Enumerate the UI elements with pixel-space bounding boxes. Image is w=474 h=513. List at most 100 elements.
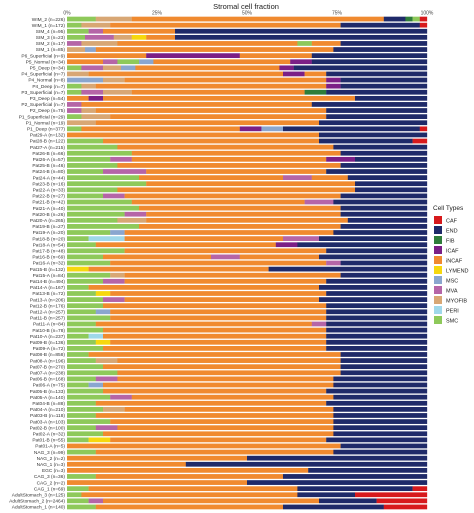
bar-segment-peri (88, 236, 125, 241)
bar-segment-mva (103, 297, 125, 302)
bar-segment-smc (67, 163, 118, 168)
bar-segment-mva (95, 376, 118, 382)
y-tick-label: Pat19-A (n=20) (33, 230, 66, 236)
bar-segment-msc (261, 126, 284, 132)
bar-segment-incaf (95, 504, 284, 510)
bar-segment-incaf (304, 71, 327, 77)
y-tick-label: AdultStomach_3 (n=125) (12, 492, 66, 498)
y-tick-label: Pat14-B (n=494) (30, 279, 66, 285)
y-tick-label: Pat03-B (n=118) (30, 413, 65, 419)
bar-segment-msc (110, 230, 125, 235)
bar-segment-incaf (110, 22, 341, 28)
bar-segment-end (333, 431, 428, 437)
y-tick-label: WIM_1 (n=172) (32, 23, 66, 29)
bar-segment-incaf (67, 455, 248, 461)
bar-segment-incaf (103, 333, 327, 339)
legend-label: FIB (446, 239, 455, 245)
bar-segment-mva (311, 321, 327, 327)
y-tick-label: Pat13-B (n=72) (32, 291, 65, 297)
bar-segment-end (326, 169, 428, 174)
bar-segment-end (333, 449, 428, 455)
bar-segment-end (319, 254, 428, 260)
bar-segment-incaf (110, 260, 327, 266)
legend-swatch-fib (434, 236, 442, 244)
bar-segment-caf (419, 126, 428, 132)
x-axis-ticks: 0% 25% 50% 75% 100% (63, 11, 434, 17)
y-tick-label: P1_Deep (n=377) (27, 127, 65, 133)
bar-segment-smc (67, 181, 147, 187)
bar-segment-end (333, 413, 428, 418)
bar-segment-incaf (67, 480, 248, 485)
bar-segment-end (340, 193, 428, 199)
bar-segment-myofib (81, 83, 96, 89)
y-tick-label: NAG_2 (n=2) (37, 456, 66, 462)
bar-segment-myofib (103, 77, 125, 83)
bar-segment-end (326, 315, 428, 321)
y-tick-label: Pat15-B (n=132) (30, 267, 66, 273)
bar-segment-end (326, 248, 428, 254)
bar-segment-incaf (131, 150, 341, 156)
y-tick-label: P4_Normal (n=8) (28, 78, 65, 84)
bar-segment-end (326, 346, 428, 351)
y-tick-label: Pat15-A (n=84) (33, 273, 66, 279)
bar-segment-end (333, 230, 428, 235)
bar-segment-end (297, 492, 356, 498)
bar-segment-end (283, 474, 428, 479)
y-tick-label: P2_Superficial (n=7) (21, 102, 65, 108)
bar-segment-smc (67, 285, 89, 290)
y-tick-label: Pat09-A (n=72) (33, 346, 66, 352)
bar-segment-incaf (311, 175, 348, 180)
bar-segment-mva (67, 108, 82, 113)
bar-segment-smc (67, 303, 104, 309)
bar-segment-fib (405, 16, 413, 22)
x-tick-label: 0% (63, 11, 71, 17)
y-tick-label: Pat07-A (n=238) (30, 370, 65, 376)
bar-segment-smc (67, 28, 89, 34)
bar-segment-mva (283, 236, 320, 241)
bar-segment-end (326, 291, 428, 296)
y-tick-label: Pat17-B (n=48) (32, 249, 65, 255)
bar-segment-incaf (131, 16, 384, 22)
bar-segment-incaf (88, 352, 341, 357)
bar-segment-incaf (103, 254, 212, 260)
y-tick-label: P1_Superficial (n=29) (19, 114, 66, 120)
bar-segment-end (333, 144, 428, 150)
bar-segment-smc (67, 242, 96, 248)
bar-segment-mva (88, 498, 104, 504)
bar-segment-incaf (117, 144, 334, 150)
bar-segment-incaf (88, 71, 284, 77)
bar-segment-end (340, 205, 428, 211)
bar-segment-caf (412, 486, 428, 492)
legend-swatch-incaf (434, 256, 442, 264)
bar-segment-end (340, 41, 428, 46)
bar-segment-incaf (131, 199, 305, 205)
bar-segment-end (319, 285, 428, 290)
bar-segment-smc (67, 138, 104, 144)
bar-segment-icaf (290, 59, 312, 65)
bar-segment-caf (412, 138, 428, 144)
bar-segment-smc (67, 34, 86, 40)
bar-segment-incaf (88, 266, 269, 272)
bar-segment-myofib (67, 71, 89, 77)
bar-segment-incaf (131, 394, 334, 400)
bar-segment-incaf (139, 175, 284, 180)
bar-segment-smc (67, 339, 96, 345)
bar-segment-end (355, 187, 428, 193)
bar-segment-mva (81, 89, 104, 95)
y-tick-label: Pat12-B (n=176) (30, 303, 66, 309)
bar-segment-myofib (117, 217, 147, 223)
bar-segment-mva (67, 41, 82, 46)
bar-segment-incaf (117, 187, 356, 193)
y-tick-label: Pat03-A (n=103) (30, 419, 65, 425)
bar-segment-smc (67, 358, 96, 363)
y-tick-label: WIM_2 (n=226) (32, 17, 66, 23)
bar-segment-msc (95, 309, 111, 315)
bar-segment-incaf (117, 163, 341, 168)
bar-segment-incaf (95, 400, 327, 406)
y-tick-label: Pat20-B (n=26) (32, 212, 65, 218)
legend-title: Cell Types (433, 205, 464, 212)
bar-segment-incaf (239, 254, 320, 260)
bar-segment-incaf (95, 449, 334, 455)
bar-segment-smc (67, 254, 104, 260)
y-tick-label: Pat07-B (n=270) (30, 364, 66, 370)
